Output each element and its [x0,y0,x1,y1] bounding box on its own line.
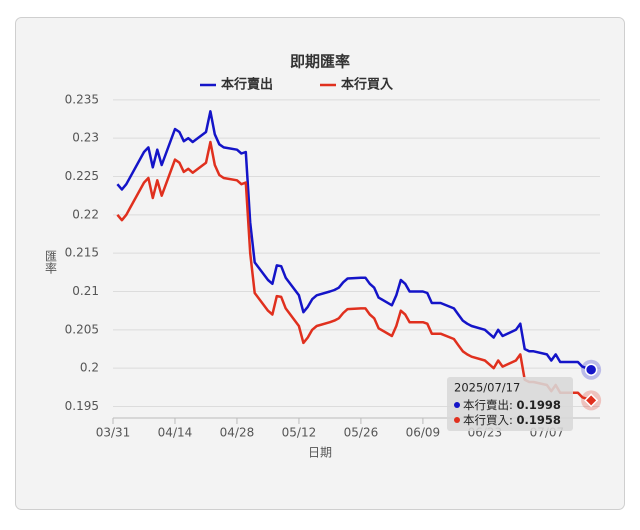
y-tick-label: 0.215 [65,246,99,260]
tooltip-name: 本行賣出 [463,398,509,412]
y-tick-label: 0.22 [72,207,99,221]
tooltip-dot [454,417,460,423]
x-tick-label: 04/28 [220,426,255,440]
tooltip-sep: : [509,398,517,412]
tooltip-dot [454,402,460,408]
y-tick-label: 0.23 [72,131,99,145]
y-axis-title: 匯率 [44,250,58,274]
tooltip-sep: : [509,413,517,427]
y-tick-label: 0.2 [80,361,99,375]
y-tick-label: 0.195 [65,399,99,413]
x-tick-label: 05/26 [344,426,379,440]
series-line [116,140,592,402]
y-tick-label: 0.205 [65,322,99,336]
legend-label: 本行買入 [341,77,394,93]
x-axis-title: 日期 [308,446,332,460]
tooltip-value: 0.1958 [517,413,561,427]
point-marker [584,393,599,408]
y-tick-label: 0.235 [65,92,99,106]
tooltip-row: 本行賣出: 0.1998 [463,398,561,412]
point-marker [584,363,598,376]
x-tick-label: 04/14 [158,426,193,440]
series-line [116,110,592,371]
x-tick-label: 03/31 [96,426,131,440]
tooltip-row: 本行買入: 0.1958 [463,413,561,427]
x-tick-label: 05/12 [282,426,317,440]
chart-title: 即期匯率 [290,53,350,71]
tooltip-box [447,377,573,431]
y-tick-label: 0.21 [72,284,99,298]
tooltip-date: 2025/07/17 [454,381,520,395]
x-tick-label: 06/09 [406,426,441,440]
legend-label: 本行賣出 [221,77,273,93]
y-tick-label: 0.225 [65,169,99,183]
tooltip-value: 0.1998 [517,398,561,412]
tooltip-name: 本行買入 [463,413,509,427]
